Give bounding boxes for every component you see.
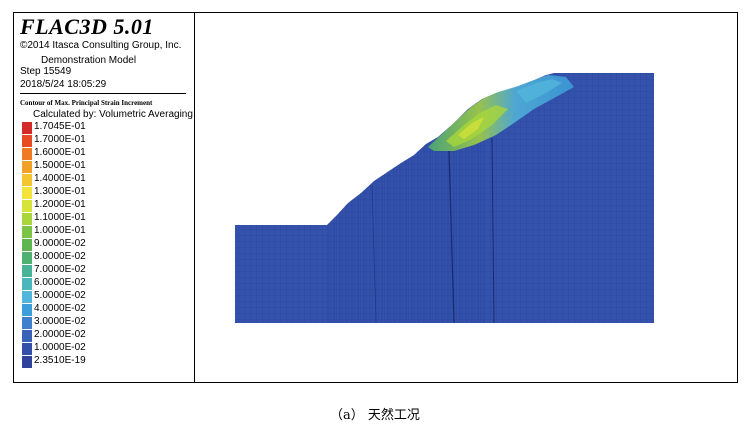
legend-value: 1.0000E-02 xyxy=(34,342,86,353)
legend-swatch xyxy=(22,265,32,277)
model-name: Demonstration Model xyxy=(41,55,137,66)
legend-value: 1.1000E-01 xyxy=(34,212,86,223)
legend-panel xyxy=(13,12,195,383)
contour-title: Contour of Max. Principal Strain Increme… xyxy=(20,99,153,107)
legend-value: 1.0000E-01 xyxy=(34,225,86,236)
legend-swatch xyxy=(22,291,32,303)
legend-value: 1.7045E-01 xyxy=(34,121,86,132)
legend-value: 1.2000E-01 xyxy=(34,199,86,210)
legend-value: 3.0000E-02 xyxy=(34,316,86,327)
legend-value: 6.0000E-02 xyxy=(34,277,86,288)
legend-swatch xyxy=(22,161,32,173)
timestamp: 2018/5/24 18:05:29 xyxy=(20,79,107,90)
legend-swatch xyxy=(22,187,32,199)
legend-swatch xyxy=(22,122,32,134)
legend-swatch xyxy=(22,239,32,251)
software-title: FLAC3D 5.01 xyxy=(20,14,154,39)
figure-caption: （a） 天然工况 xyxy=(330,408,420,423)
legend-swatch xyxy=(22,317,32,329)
legend-value: 5.0000E-02 xyxy=(34,290,86,301)
legend-swatch xyxy=(22,343,32,355)
legend-value: 2.3510E-19 xyxy=(34,355,86,366)
legend-value: 9.0000E-02 xyxy=(34,238,86,249)
legend-swatch xyxy=(22,174,32,186)
step-count: Step 15549 xyxy=(20,66,72,77)
legend-value: 1.3000E-01 xyxy=(34,186,86,197)
legend-value: 4.0000E-02 xyxy=(34,303,86,314)
legend-value: 7.0000E-02 xyxy=(34,264,86,275)
legend-value: 1.4000E-01 xyxy=(34,173,86,184)
legend-swatch xyxy=(22,278,32,290)
legend-swatch xyxy=(22,200,32,212)
figure-frame xyxy=(13,12,738,383)
legend-value: 2.0000E-02 xyxy=(34,329,86,340)
legend-value: 8.0000E-02 xyxy=(34,251,86,262)
legend-value: 1.6000E-01 xyxy=(34,147,86,158)
legend-value: 1.7000E-01 xyxy=(34,134,86,145)
calculation-method: Calculated by: Volumetric Averaging xyxy=(33,109,193,120)
copyright-text: ©2014 Itasca Consulting Group, Inc. xyxy=(20,40,182,51)
legend-swatch xyxy=(22,304,32,316)
model-plot xyxy=(196,13,736,386)
legend-divider xyxy=(20,93,186,94)
legend-swatch xyxy=(22,356,32,368)
legend-swatch xyxy=(22,135,32,147)
legend-swatch xyxy=(22,330,32,342)
legend-swatch xyxy=(22,213,32,225)
legend-swatch xyxy=(22,252,32,264)
legend-value: 1.5000E-01 xyxy=(34,160,86,171)
legend-swatch xyxy=(22,148,32,160)
legend-swatch xyxy=(22,226,32,238)
